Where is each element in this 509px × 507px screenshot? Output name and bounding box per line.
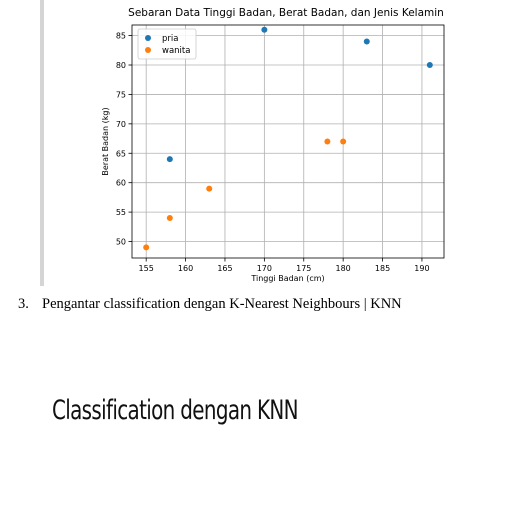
list-item-text: Pengantar classification dengan K-Neares… bbox=[42, 296, 402, 312]
legend-marker-wanita bbox=[145, 47, 151, 53]
legend-label-pria: pria bbox=[162, 34, 178, 44]
plot-frame bbox=[132, 25, 444, 258]
chart-points bbox=[143, 27, 433, 251]
y-tick-label: 50 bbox=[116, 238, 126, 247]
left-border-rule bbox=[40, 0, 44, 286]
y-tick-label: 75 bbox=[116, 90, 126, 99]
x-tick-label: 185 bbox=[375, 264, 390, 273]
chart-grid bbox=[132, 25, 444, 258]
y-tick-label: 65 bbox=[116, 149, 126, 158]
data-point-pria bbox=[364, 38, 370, 44]
x-tick-label: 155 bbox=[139, 264, 154, 273]
legend-label-wanita: wanita bbox=[162, 46, 190, 56]
x-tick-label: 175 bbox=[296, 264, 311, 273]
chart-title: Sebaran Data Tinggi Badan, Berat Badan, … bbox=[128, 7, 444, 19]
data-point-wanita bbox=[340, 139, 346, 145]
y-tick-label: 55 bbox=[116, 208, 126, 217]
data-point-pria bbox=[261, 27, 267, 33]
x-tick-label: 180 bbox=[336, 264, 351, 273]
data-point-wanita bbox=[206, 186, 212, 192]
data-point-pria bbox=[427, 62, 433, 68]
x-tick-label: 190 bbox=[414, 264, 429, 273]
y-tick-label: 70 bbox=[116, 120, 126, 129]
y-tick-label: 80 bbox=[116, 61, 126, 70]
chart-legend: pria wanita bbox=[138, 29, 196, 59]
x-tick-label: 165 bbox=[217, 264, 232, 273]
y-axis-label: Berat Badan (kg) bbox=[101, 107, 110, 175]
y-tick-label: 60 bbox=[116, 179, 126, 188]
legend-marker-pria bbox=[145, 35, 151, 41]
section-heading: Classification dengan KNN bbox=[52, 395, 298, 426]
list-item-number: 3. bbox=[18, 296, 42, 313]
x-tick-label: 160 bbox=[178, 264, 193, 273]
y-tick-label: 85 bbox=[116, 32, 126, 41]
data-point-wanita bbox=[143, 244, 149, 250]
data-point-wanita bbox=[324, 139, 330, 145]
numbered-list-item: 3. Pengantar classification dengan K-Near… bbox=[18, 296, 402, 313]
data-point-wanita bbox=[167, 215, 173, 221]
scatter-chart: Sebaran Data Tinggi Badan, Berat Badan, … bbox=[96, 4, 456, 286]
data-point-pria bbox=[167, 156, 173, 162]
x-tick-label: 170 bbox=[257, 264, 272, 273]
x-axis-label: Tinggi Badan (cm) bbox=[250, 274, 324, 283]
